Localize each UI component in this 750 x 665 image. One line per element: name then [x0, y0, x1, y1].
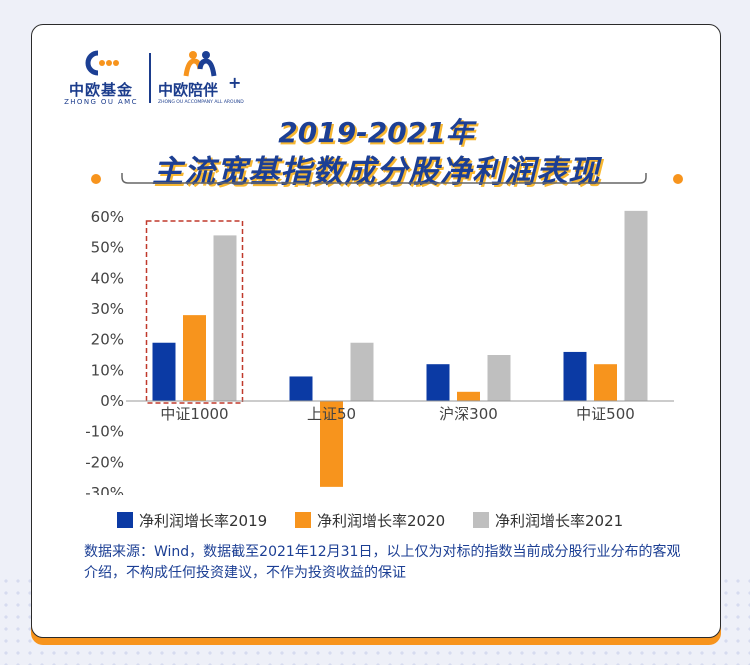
logo-left-name: 中欧基金	[68, 81, 133, 99]
bar	[624, 210, 648, 401]
y-tick-label: 50%	[91, 239, 124, 257]
category-labels: 中证1000 上证50 沪深300 中证500	[160, 405, 634, 423]
title-block: 2019-2021年 主流宽基指数成分股净利润表现	[96, 111, 656, 221]
zhongou-amc-logo: 中欧基金 ZHONG OU AMC	[56, 49, 146, 109]
category-label: 中证500	[576, 405, 635, 423]
zhongou-accompany-logo: 中欧陪伴 + ZHONG OU ACCOMPANY ALL AROUND	[156, 49, 266, 109]
bar	[213, 235, 237, 401]
logo-divider	[149, 53, 151, 103]
chart-card: 中欧基金 ZHONG OU AMC 中欧陪伴 + ZHONG OU ACCOMP…	[31, 24, 721, 638]
legend-label-2020: 净利润增长率2020	[317, 512, 446, 530]
bar	[426, 364, 450, 401]
bar	[457, 391, 480, 401]
category-label: 中证1000	[160, 405, 228, 423]
zhongou-logo-mark-icon	[85, 50, 119, 76]
accompany-logo-mark-icon	[183, 51, 217, 77]
bar	[289, 376, 313, 401]
category-label: 沪深300	[439, 405, 498, 423]
bar	[594, 364, 617, 401]
y-tick-label: -20%	[85, 453, 124, 471]
title-line-1: 2019-2021年	[278, 116, 474, 149]
bars-layer	[152, 210, 648, 487]
logo-right-plus: +	[228, 73, 242, 92]
bar	[487, 355, 511, 401]
logo-right-name: 中欧陪伴	[158, 81, 219, 99]
bar	[183, 315, 206, 401]
y-tick-label: 30%	[91, 300, 124, 318]
y-tick-label: 40%	[91, 269, 124, 287]
bar	[152, 342, 176, 401]
legend-label-2021: 净利润增长率2021	[495, 512, 624, 530]
bar-chart: 60% 50% 40% 30% 20% 10% 0% -10% -20% -30% 中证1000 上…	[85, 208, 674, 495]
source-note: 数据来源：Wind，数据截至2021年12月31日，以上仅为对标的指数当前成分股…	[84, 544, 681, 581]
y-tick-label: 10%	[91, 361, 124, 379]
y-tick-label: 20%	[91, 331, 124, 349]
y-tick-label: 0%	[100, 392, 124, 410]
category-label: 上证50	[307, 405, 356, 423]
highlight-box	[145, 220, 244, 404]
bar	[320, 401, 343, 487]
legend-swatch-2021	[473, 512, 489, 528]
y-tick-label: 60%	[91, 208, 124, 226]
legend-label-2019: 净利润增长率2019	[139, 512, 268, 530]
legend-swatch-2020	[295, 512, 311, 528]
logo-right-sub: ZHONG OU ACCOMPANY ALL AROUND	[158, 100, 244, 105]
bar	[350, 342, 374, 401]
y-axis-ticks: 60% 50% 40% 30% 20% 10% 0% -10% -20% -30%	[85, 208, 124, 495]
logo-left-sub: ZHONG OU AMC	[64, 98, 138, 106]
title-underline	[91, 173, 683, 184]
y-tick-label: -30%	[85, 484, 124, 495]
y-tick-label: -10%	[85, 423, 124, 441]
bar	[563, 351, 587, 401]
title-line-2: 主流宽基指数成分股净利润表现	[152, 154, 600, 190]
legend-swatch-2019	[117, 512, 133, 528]
